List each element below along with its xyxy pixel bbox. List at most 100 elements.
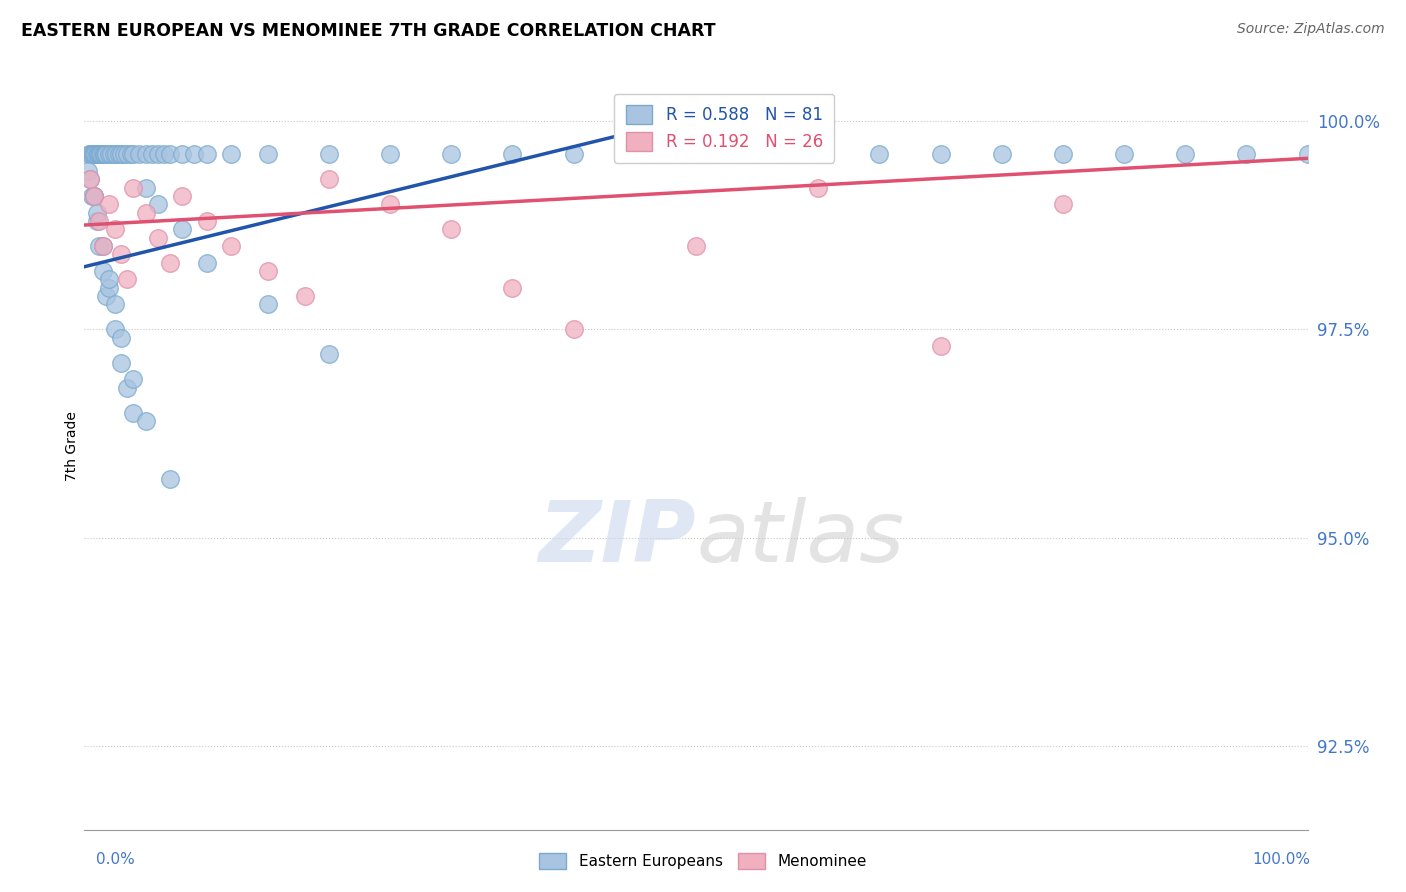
Point [502,147,524,161]
Point [97,272,120,286]
Point [318,147,340,161]
Text: Source: ZipAtlas.com: Source: ZipAtlas.com [1237,22,1385,37]
Point [87,147,110,161]
Point [929,339,952,353]
Point [122,180,145,194]
Point [122,406,145,420]
Point [86,147,108,161]
Point [747,147,769,161]
Point [96,289,118,303]
Point [104,222,127,236]
Point [77,147,100,161]
Point [1052,197,1074,211]
Point [1174,147,1197,161]
Text: atlas: atlas [696,497,904,580]
Point [105,147,128,161]
Y-axis label: 7th Grade: 7th Grade [65,411,79,481]
Point [87,214,110,228]
Point [135,205,157,219]
Point [79,147,101,161]
Point [183,147,205,161]
Point [807,180,830,194]
Point [115,381,138,395]
Legend: R = 0.588   N = 81, R = 0.192   N = 26: R = 0.588 N = 81, R = 0.192 N = 26 [614,94,834,162]
Point [318,172,340,186]
Text: 0.0%: 0.0% [96,852,135,867]
Point [257,297,280,311]
Point [440,222,463,236]
Point [502,280,524,294]
Point [110,330,132,344]
Point [91,147,114,161]
Point [159,255,181,269]
Point [1114,147,1136,161]
Point [86,214,108,228]
Point [86,205,108,219]
Point [93,147,115,161]
Point [685,239,707,253]
Point [77,164,100,178]
Point [122,147,145,161]
Point [107,147,129,161]
Point [84,147,107,161]
Point [79,172,101,186]
Point [172,147,194,161]
Point [929,147,952,161]
Point [991,147,1014,161]
Point [562,147,585,161]
Point [257,264,280,278]
Point [159,472,181,486]
Text: EASTERN EUROPEAN VS MENOMINEE 7TH GRADE CORRELATION CHART: EASTERN EUROPEAN VS MENOMINEE 7TH GRADE … [21,22,716,40]
Point [115,147,138,161]
Point [172,189,194,203]
Point [83,147,105,161]
Text: 100.0%: 100.0% [1253,852,1310,867]
Point [91,239,114,253]
Point [869,147,891,161]
Point [91,264,114,278]
Point [82,147,104,161]
Point [87,147,110,161]
Point [83,189,105,203]
Point [115,272,138,286]
Point [172,222,194,236]
Point [685,147,707,161]
Point [146,197,169,211]
Point [440,147,463,161]
Point [97,147,120,161]
Point [128,147,150,161]
Point [135,147,157,161]
Point [146,147,169,161]
Point [1296,147,1319,161]
Point [120,147,142,161]
Point [807,147,830,161]
Point [89,147,111,161]
Point [110,247,132,261]
Point [97,197,120,211]
Point [135,414,157,428]
Point [195,255,218,269]
Point [94,147,117,161]
Point [1052,147,1074,161]
Point [110,147,132,161]
Point [83,189,105,203]
Point [195,214,218,228]
Point [146,230,169,244]
Point [219,147,242,161]
Point [87,239,110,253]
Point [97,280,120,294]
Point [562,322,585,336]
Point [112,147,135,161]
Point [153,147,176,161]
Point [90,147,112,161]
Point [103,147,125,161]
Point [100,147,122,161]
Point [219,239,242,253]
Point [104,322,127,336]
Point [104,297,127,311]
Point [380,147,402,161]
Point [79,172,101,186]
Point [624,147,647,161]
Point [83,189,105,203]
Point [122,372,145,386]
